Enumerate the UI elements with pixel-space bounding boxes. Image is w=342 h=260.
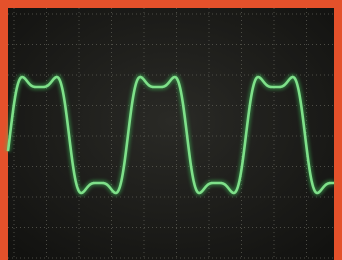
oscilloscope-photo [0, 0, 342, 260]
scope-screen [8, 8, 334, 260]
page: (() => { JSON.parse(document.getElementB… [0, 0, 342, 260]
